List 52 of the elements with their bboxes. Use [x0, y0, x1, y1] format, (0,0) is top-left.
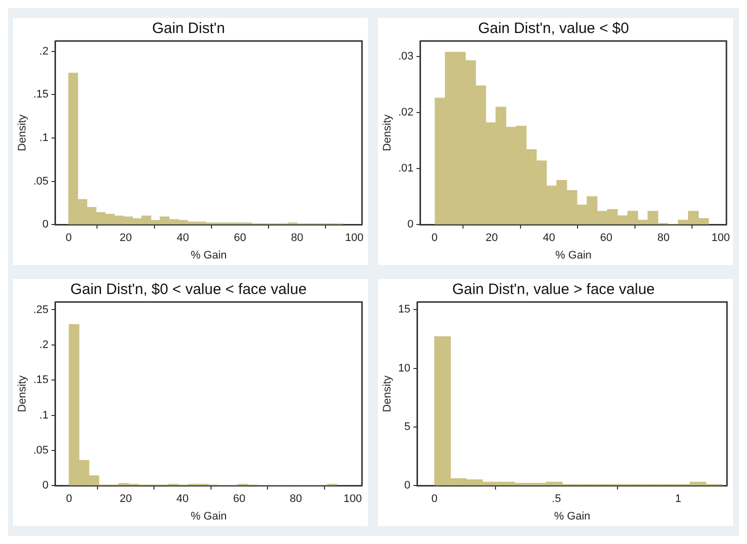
- x-tick-label: 80: [291, 232, 304, 244]
- y-tick-label: 0: [404, 480, 410, 492]
- y-axis-title: Density: [16, 374, 29, 412]
- y-axis-title: Density: [382, 114, 394, 152]
- y-tick-label: .05: [33, 175, 48, 188]
- x-tick-label: 60: [234, 232, 246, 244]
- chart-title: Gain Dist'n: [152, 20, 225, 38]
- y-tick-label: 0: [407, 218, 414, 231]
- x-tick-label: 40: [176, 493, 189, 506]
- y-tick-label: .2: [39, 338, 48, 351]
- y-tick-label: .2: [39, 45, 48, 58]
- y-tick-label: .15: [33, 88, 48, 101]
- chart-title: Gain Dist'n, value > face value: [452, 281, 655, 298]
- y-tick-label: .03: [398, 50, 414, 63]
- y-tick-label: .25: [33, 304, 48, 316]
- x-tick-label: 80: [290, 493, 302, 506]
- y-tick-label: .05: [33, 444, 48, 456]
- x-axis-title: % Gain: [554, 510, 590, 522]
- x-tick-label: 40: [542, 232, 556, 244]
- y-tick-label: .15: [33, 374, 48, 386]
- x-tick-label: 0: [431, 493, 438, 506]
- x-axis-title: % Gain: [555, 249, 592, 262]
- x-tick-label: 60: [600, 232, 612, 244]
- y-tick-label: 0: [42, 480, 48, 492]
- x-tick-label: 60: [233, 493, 246, 506]
- x-tick-label: 100: [712, 232, 730, 244]
- chart-title: Gain Dist'n, value < $0: [478, 20, 629, 38]
- y-tick-label: 15: [398, 304, 410, 316]
- x-tick-label: 100: [345, 232, 364, 244]
- y-tick-label: .02: [398, 106, 414, 119]
- x-tick-label: 0: [66, 493, 72, 506]
- y-tick-label: 0: [42, 218, 48, 231]
- y-tick-label: 5: [404, 420, 410, 433]
- x-tick-label: 20: [120, 232, 132, 244]
- y-axis-title: Density: [382, 374, 394, 412]
- x-tick-label: 40: [176, 232, 190, 244]
- y-tick-label: .1: [39, 132, 48, 144]
- x-axis-title: % Gain: [190, 249, 227, 262]
- x-tick-label: 20: [120, 493, 132, 506]
- y-tick-label: .1: [39, 409, 48, 422]
- chart-title: Gain Dist'n, $0 < value < face value: [70, 281, 307, 298]
- y-axis-title: Density: [16, 114, 29, 152]
- x-tick-label: 0: [66, 232, 72, 244]
- y-tick-label: 10: [398, 362, 410, 374]
- x-axis-title: % Gain: [190, 510, 227, 522]
- x-tick-label: 0: [431, 232, 438, 244]
- x-tick-label: .5: [552, 493, 561, 506]
- x-tick-label: 100: [343, 493, 362, 506]
- x-tick-label: 80: [657, 232, 670, 244]
- y-tick-label: .01: [398, 162, 414, 175]
- x-tick-label: 20: [486, 232, 498, 244]
- x-tick-label: 1: [675, 493, 682, 506]
